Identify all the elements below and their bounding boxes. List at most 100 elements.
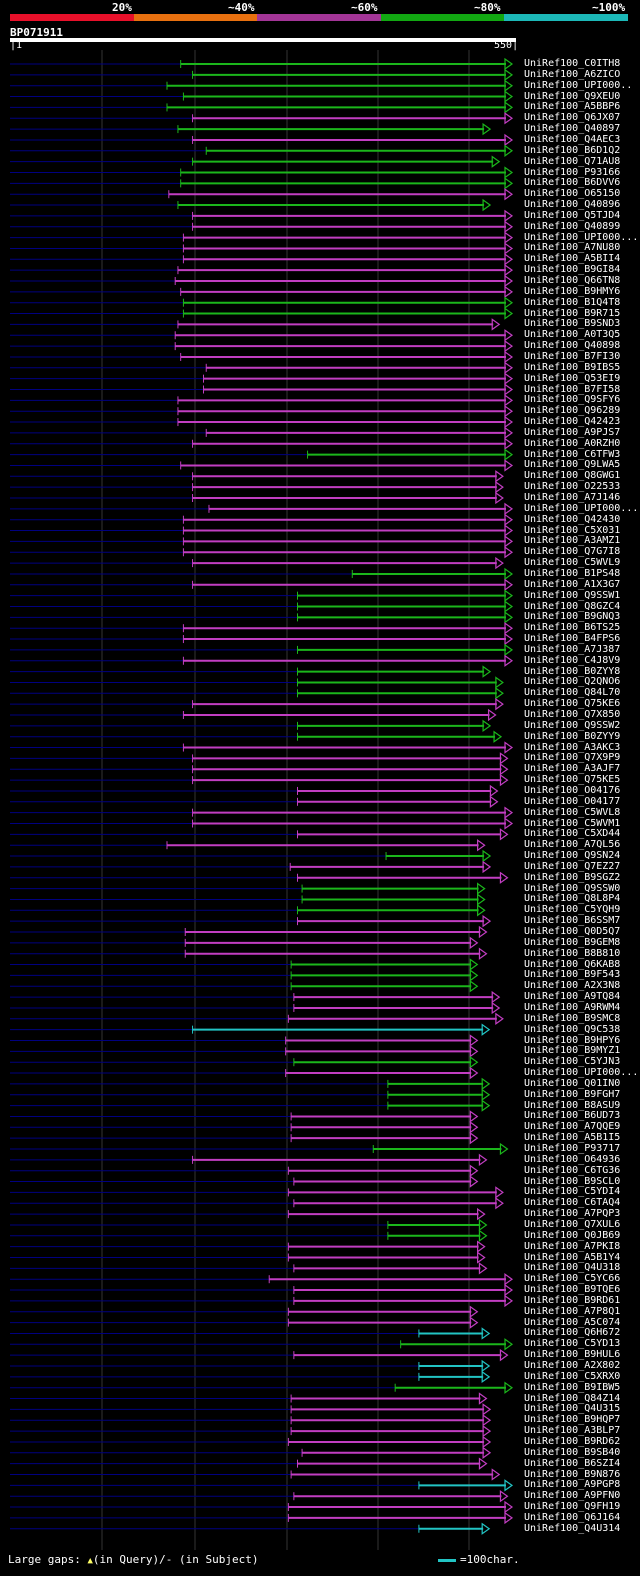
hit-label[interactable]: UniRef100_A0T3Q5 — [524, 329, 621, 341]
hit-label[interactable]: UniRef100_C5WVM1 — [524, 817, 621, 829]
hit-label[interactable]: UniRef100_Q8GZC4 — [524, 600, 621, 612]
hit-label[interactable]: UniRef100_Q7XUL6 — [524, 1218, 621, 1230]
hit-label[interactable]: UniRef100_B1PS48 — [524, 567, 621, 579]
hit-label[interactable]: UniRef100_A7PQP3 — [524, 1208, 621, 1220]
hit-label[interactable]: UniRef100_A5C074 — [524, 1316, 621, 1328]
hit-label[interactable]: UniRef100_B9GI84 — [524, 264, 621, 276]
hit-label[interactable]: UniRef100_B9GNQ3 — [524, 611, 621, 623]
hit-label[interactable]: UniRef100_B7FI58 — [524, 383, 621, 395]
hit-label[interactable]: UniRef100_C5YD13 — [524, 1338, 621, 1350]
hit-label[interactable]: UniRef100_B8ASU9 — [524, 1099, 621, 1111]
hit-label[interactable]: UniRef100_Q84L70 — [524, 687, 621, 699]
hit-label[interactable]: UniRef100_B6DVV6 — [524, 177, 621, 189]
hit-label[interactable]: UniRef100_A5BBP6 — [524, 101, 621, 113]
hit-label[interactable]: UniRef100_Q9XEU0 — [524, 90, 621, 102]
hit-label[interactable]: UniRef100_C6TAQ4 — [524, 1197, 621, 1209]
hit-label[interactable]: UniRef100_B9SND3 — [524, 318, 621, 330]
hit-label[interactable]: UniRef100_C5YDI4 — [524, 1186, 621, 1198]
hit-label[interactable]: UniRef100_C6TFW3 — [524, 448, 621, 460]
hit-label[interactable]: UniRef100_Q4U315 — [524, 1403, 621, 1415]
hit-label[interactable]: UniRef100_B9RD61 — [524, 1294, 621, 1306]
hit-label[interactable]: UniRef100_O04177 — [524, 795, 621, 807]
hit-label[interactable]: UniRef100_Q2QNO6 — [524, 676, 621, 688]
hit-label[interactable]: UniRef100_Q66TN8 — [524, 275, 621, 286]
hit-label[interactable]: UniRef100_Q7G7I8 — [524, 546, 621, 558]
hit-label[interactable]: UniRef100_Q42423 — [524, 416, 621, 428]
hit-label[interactable]: UniRef100_Q9SN24 — [524, 850, 621, 862]
hit-label[interactable]: UniRef100_B9TQE6 — [524, 1284, 621, 1296]
hit-label[interactable]: UniRef100_A5B1I5 — [524, 1132, 621, 1144]
hit-label[interactable]: UniRef100_Q42430 — [524, 513, 621, 525]
hit-label[interactable]: UniRef100_Q40898 — [524, 340, 621, 352]
hit-label[interactable]: UniRef100_Q40896 — [524, 199, 621, 211]
hit-label[interactable]: UniRef100_Q5TJD4 — [524, 209, 621, 221]
hit-label[interactable]: UniRef100_C5WVL8 — [524, 806, 621, 818]
hit-label[interactable]: UniRef100_Q4U314 — [524, 1522, 621, 1534]
hit-label[interactable]: UniRef100_Q9SSW2 — [524, 719, 621, 731]
hit-label[interactable]: UniRef100_Q0D5Q7 — [524, 926, 621, 937]
hit-label[interactable]: UniRef100_B9IBW5 — [524, 1381, 621, 1393]
hit-label[interactable]: UniRef100_A9PGP8 — [524, 1479, 621, 1491]
hit-label[interactable]: UniRef100_Q7X9P9 — [524, 752, 621, 764]
hit-label[interactable]: UniRef100_C0ITH8 — [524, 58, 621, 69]
hit-label[interactable]: UniRef100_B9R715 — [524, 307, 621, 319]
hit-label[interactable]: UniRef100_O22533 — [524, 481, 621, 493]
hit-label[interactable]: UniRef100_B9SGZ2 — [524, 871, 621, 883]
hit-label[interactable]: UniRef100_A7J387 — [524, 643, 621, 655]
hit-label[interactable]: UniRef100_A7QL56 — [524, 839, 621, 851]
hit-label[interactable]: UniRef100_Q9SSW1 — [524, 589, 621, 601]
hit-label[interactable]: UniRef100_B6UD73 — [524, 1110, 621, 1122]
hit-label[interactable]: UniRef100_Q4U318 — [524, 1262, 621, 1274]
hit-label[interactable]: UniRef100_B9SMC8 — [524, 1012, 621, 1024]
hit-label[interactable]: UniRef100_B7FI30 — [524, 350, 621, 362]
hit-label[interactable]: UniRef100_Q0JB69 — [524, 1229, 621, 1241]
hit-label[interactable]: UniRef100_A3AMZ1 — [524, 535, 621, 547]
hit-label[interactable]: UniRef100_B9N876 — [524, 1468, 621, 1480]
hit-label[interactable]: UniRef100_B9F543 — [524, 969, 621, 981]
hit-label[interactable]: UniRef100_Q9LWA5 — [524, 459, 621, 471]
hit-label[interactable]: UniRef100_B6SSM7 — [524, 915, 621, 927]
hit-label[interactable]: UniRef100_Q71AU8 — [524, 155, 621, 167]
hit-label[interactable]: UniRef100_Q75KE6 — [524, 698, 621, 710]
hit-label[interactable]: UniRef100_Q6H672 — [524, 1327, 621, 1339]
hit-label[interactable]: UniRef100_A7PKI8 — [524, 1240, 621, 1252]
hit-label[interactable]: UniRef100_Q40897 — [524, 123, 621, 135]
hit-label[interactable]: UniRef100_Q96289 — [524, 405, 621, 417]
hit-label[interactable]: UniRef100_Q6J164 — [524, 1511, 621, 1523]
hit-label[interactable]: UniRef100_P93166 — [524, 166, 621, 178]
hit-label[interactable]: UniRef100_Q6KAB8 — [524, 958, 621, 970]
hit-label[interactable]: UniRef100_A5B1Y4 — [524, 1251, 621, 1263]
hit-label[interactable]: UniRef100_A7P8Q1 — [524, 1305, 621, 1317]
hit-label[interactable]: UniRef100_UPI000..... — [524, 1067, 640, 1079]
hit-label[interactable]: UniRef100_A7QQE9 — [524, 1121, 621, 1133]
hit-label[interactable]: UniRef100_Q8GWG1 — [524, 470, 621, 482]
hit-label[interactable]: UniRef100_C5X031 — [524, 524, 621, 536]
hit-label[interactable]: UniRef100_UPI000.... — [524, 502, 640, 514]
hit-label[interactable]: UniRef100_Q9SSW0 — [524, 882, 621, 894]
hit-label[interactable]: UniRef100_Q4AEC3 — [524, 133, 621, 145]
hit-label[interactable]: UniRef100_B0ZYY9 — [524, 730, 621, 742]
hit-label[interactable]: UniRef100_Q9SFY6 — [524, 394, 621, 406]
hit-label[interactable]: UniRef100_A9PFN0 — [524, 1490, 621, 1502]
hit-label[interactable]: UniRef100_B9RD62 — [524, 1435, 621, 1447]
hit-label[interactable]: UniRef100_A3BLP7 — [524, 1425, 621, 1437]
hit-label[interactable]: UniRef100_B9FGH7 — [524, 1088, 621, 1100]
hit-label[interactable]: UniRef100_Q9FH19 — [524, 1501, 621, 1513]
hit-label[interactable]: UniRef100_O64936 — [524, 1153, 621, 1165]
hit-label[interactable]: UniRef100_C5XD44 — [524, 828, 621, 840]
hit-label[interactable]: UniRef100_B9HPY6 — [524, 1034, 621, 1046]
hit-label[interactable]: UniRef100_Q40899 — [524, 220, 621, 232]
hit-label[interactable]: UniRef100_Q7EZ27 — [524, 860, 621, 872]
hit-label[interactable]: UniRef100_Q84Z14 — [524, 1392, 621, 1404]
hit-label[interactable]: UniRef100_A6ZICO — [524, 68, 621, 80]
hit-label[interactable]: UniRef100_Q53EI9 — [524, 372, 621, 384]
hit-label[interactable]: UniRef100_B9SCL0 — [524, 1175, 621, 1187]
hit-label[interactable]: UniRef100_B9IBS5 — [524, 361, 621, 373]
hit-label[interactable]: UniRef100_Q7X850 — [524, 709, 621, 720]
hit-label[interactable]: UniRef100_Q8L8P4 — [524, 893, 621, 905]
hit-label[interactable]: UniRef100_B9GEM8 — [524, 936, 621, 948]
hit-label[interactable]: UniRef100_B9HQP7 — [524, 1414, 621, 1426]
hit-label[interactable]: UniRef100_B8B810 — [524, 947, 621, 959]
hit-label[interactable]: UniRef100_A9TQ84 — [524, 991, 621, 1003]
hit-label[interactable]: UniRef100_A9RWM4 — [524, 1001, 621, 1013]
